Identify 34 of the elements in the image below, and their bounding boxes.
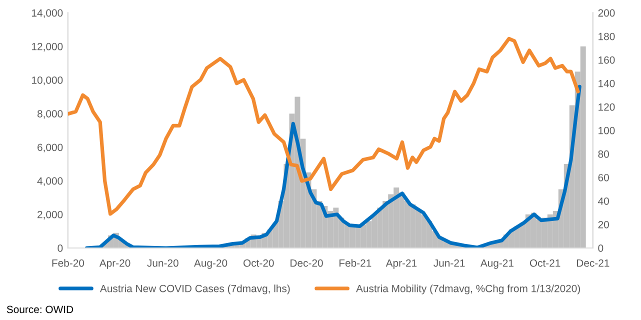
y-tick-label: 10,000 — [32, 76, 63, 86]
y2-tick-label: 180 — [598, 32, 615, 40]
y-tick-label: 12,000 — [32, 42, 63, 52]
x-tick-label: Jun-20 — [147, 259, 178, 267]
y2-tick-label: 140 — [598, 80, 615, 88]
x-tick-label: Feb-21 — [340, 259, 372, 267]
x-tick-label: Apr-20 — [99, 259, 130, 269]
x-tick-label: Oct-21 — [530, 259, 560, 267]
y2-tick-label: 100 — [598, 126, 615, 134]
x-tick-label: Aug-21 — [480, 259, 514, 269]
x-tick-label: Feb-20 — [52, 259, 84, 267]
y2-tick-label: 120 — [598, 103, 615, 111]
y2-tick-label: 40 — [598, 197, 609, 205]
x-tick-label: Dec-20 — [290, 259, 323, 267]
x-tick-label: Oct-20 — [244, 259, 274, 267]
source-note: Source: OWID — [6, 306, 74, 314]
y-tick-label: 4,000 — [37, 177, 63, 186]
legend-label: Austria New COVID Cases (7dmavg, lhs) — [100, 284, 290, 294]
y2-tick-label: 60 — [598, 174, 609, 182]
y-tick-label: 8,000 — [37, 110, 63, 119]
legend-label: Austria Mobility (7dmavg, %Chg from 1/13/2020) — [356, 284, 580, 294]
x-tick-label: Jun-21 — [434, 259, 465, 267]
y-tick-label: 2,000 — [38, 210, 63, 220]
y2-tick-label: 160 — [598, 56, 615, 64]
y2-tick-label: 20 — [598, 220, 609, 228]
y2-tick-label: 80 — [598, 150, 609, 158]
x-tick-label: Aug-20 — [194, 259, 228, 269]
y2-tick-label: 0 — [598, 244, 604, 252]
x-tick-label: Dec-21 — [576, 259, 610, 267]
y2-tick-label: 200 — [598, 9, 615, 17]
y-tick-label: 14,000 — [32, 9, 63, 18]
y-tick-label: 6,000 — [38, 144, 63, 152]
x-tick-label: Apr-21 — [386, 259, 417, 269]
y-tick-label: 0 — [58, 244, 63, 252]
